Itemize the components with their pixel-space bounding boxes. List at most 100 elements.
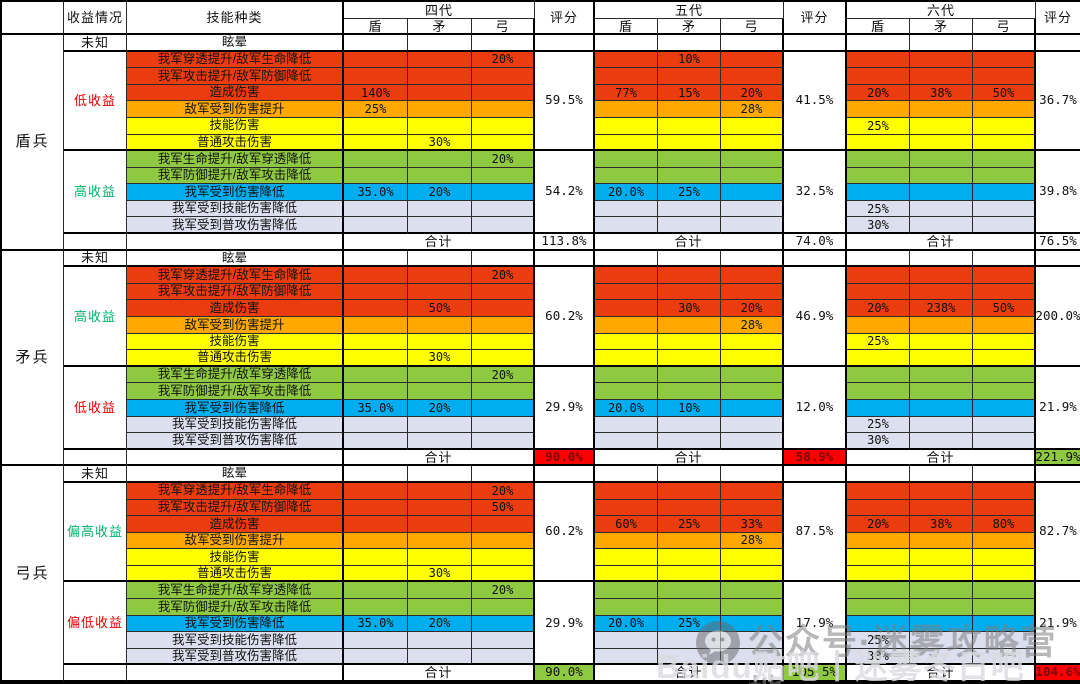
value-cell xyxy=(344,151,408,168)
value-cell xyxy=(408,68,472,85)
value-cell xyxy=(847,466,910,483)
score-cell: 39.8% xyxy=(1036,151,1080,235)
value-cell xyxy=(472,250,535,268)
value-cell xyxy=(472,200,535,218)
value-cell xyxy=(408,466,472,483)
unit-column-header: 弓 xyxy=(472,19,535,35)
value-cell xyxy=(595,151,658,168)
value-cell xyxy=(910,68,973,85)
value-cell xyxy=(973,250,1036,268)
value-cell xyxy=(973,499,1036,517)
value-cell: 25% xyxy=(847,632,910,649)
value-cell xyxy=(721,333,784,351)
value-cell: 80% xyxy=(973,516,1036,533)
value-cell xyxy=(344,300,408,318)
value-cell xyxy=(973,68,1036,85)
value-cell xyxy=(847,532,910,550)
value-cell xyxy=(408,532,472,550)
score-cell: 46.9% xyxy=(784,267,847,367)
value-cell xyxy=(344,134,408,152)
value-cell: 20% xyxy=(472,366,535,384)
value-cell xyxy=(847,383,910,400)
value-cell: 20% xyxy=(721,84,784,102)
value-cell: 50% xyxy=(472,499,535,517)
skill-cell: 我军防御提升/敌军攻击降低 xyxy=(127,167,344,185)
value-cell xyxy=(910,117,973,135)
skill-cell: 敌军受到伤害提升 xyxy=(127,532,344,550)
value-cell xyxy=(973,200,1036,218)
generation-header: 五代 xyxy=(595,2,784,19)
benefit-group-label: 偏低收益 xyxy=(64,582,127,666)
value-cell xyxy=(344,366,408,384)
value-cell: 30% xyxy=(658,300,721,318)
value-cell xyxy=(472,565,535,583)
value-cell xyxy=(344,416,408,434)
value-cell xyxy=(973,532,1036,550)
value-cell xyxy=(472,217,535,235)
value-cell xyxy=(595,68,658,85)
value-cell xyxy=(973,632,1036,649)
value-cell xyxy=(973,466,1036,483)
value-cell xyxy=(910,350,973,367)
value-cell xyxy=(910,317,973,334)
value-cell: 20% xyxy=(408,615,472,633)
skill-cell: 我军防御提升/敌军攻击降低 xyxy=(127,383,344,400)
value-cell xyxy=(658,151,721,168)
value-cell xyxy=(408,366,472,384)
value-cell xyxy=(910,532,973,550)
score-cell xyxy=(784,250,847,268)
skill-cell: 我军防御提升/敌军攻击降低 xyxy=(127,599,344,616)
skill-column-header: 技能种类 xyxy=(127,2,344,35)
score-cell: 59.5% xyxy=(535,51,595,152)
value-cell: 20% xyxy=(472,151,535,168)
skill-cell: 我军受到普攻伤害降低 xyxy=(127,648,344,666)
skill-cell: 我军攻击提升/敌军防御降低 xyxy=(127,283,344,301)
value-cell xyxy=(472,399,535,417)
total-score-cell: 104.6% xyxy=(1036,665,1080,682)
value-cell xyxy=(721,549,784,566)
value-cell xyxy=(847,549,910,566)
score-cell xyxy=(784,35,847,52)
value-cell xyxy=(595,565,658,583)
value-cell: 28% xyxy=(721,532,784,550)
generation-header: 四代 xyxy=(344,2,535,19)
value-cell xyxy=(910,433,973,450)
value-cell xyxy=(595,134,658,152)
score-cell: 60.2% xyxy=(535,482,595,583)
value-cell xyxy=(973,433,1036,450)
value-cell xyxy=(973,151,1036,168)
value-cell: 20% xyxy=(472,582,535,600)
value-cell: 28% xyxy=(721,317,784,334)
value-cell xyxy=(408,51,472,69)
skill-cell: 普通攻击伤害 xyxy=(127,134,344,152)
value-cell xyxy=(658,267,721,284)
value-cell: 25% xyxy=(847,200,910,218)
value-cell xyxy=(973,51,1036,69)
benefit-empty-cell xyxy=(64,234,127,251)
value-cell xyxy=(472,184,535,201)
benefit-group-label: 低收益 xyxy=(64,51,127,152)
value-cell xyxy=(408,317,472,334)
value-cell xyxy=(847,599,910,616)
value-cell: 20% xyxy=(472,267,535,284)
value-cell xyxy=(721,250,784,268)
skill-cell: 我军受到伤害降低 xyxy=(127,399,344,417)
value-cell xyxy=(973,648,1036,666)
value-cell xyxy=(344,599,408,616)
value-cell: 77% xyxy=(595,84,658,102)
value-cell xyxy=(973,399,1036,417)
value-cell xyxy=(658,350,721,367)
value-cell xyxy=(344,68,408,85)
value-cell: 20.0% xyxy=(595,399,658,417)
value-cell xyxy=(847,499,910,517)
value-cell xyxy=(595,482,658,500)
total-label-cell: 合计 xyxy=(847,234,1036,251)
score-cell: 60.2% xyxy=(535,267,595,367)
value-cell xyxy=(408,283,472,301)
value-cell xyxy=(595,366,658,384)
value-cell: 30% xyxy=(847,648,910,666)
unit-column-header: 矛 xyxy=(910,19,973,35)
value-cell: 10% xyxy=(658,51,721,69)
value-cell xyxy=(344,648,408,666)
score-cell: 17.9% xyxy=(784,582,847,666)
